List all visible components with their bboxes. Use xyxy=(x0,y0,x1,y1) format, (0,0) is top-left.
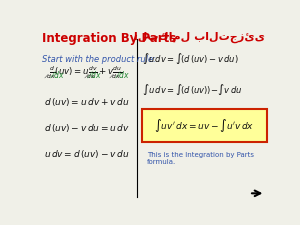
Text: This is the Integration by Parts
formula.: This is the Integration by Parts formula… xyxy=(147,152,254,165)
Text: $\not\!\!dx$: $\not\!\!dx$ xyxy=(50,70,65,80)
Text: $\int u\,dv=\int\!\left(d\,(uv)\right)\!-\!\int v\,du$: $\int u\,dv=\int\!\left(d\,(uv)\right)\!… xyxy=(142,82,243,97)
Text: $\not\!\!dx$: $\not\!\!dx$ xyxy=(88,70,102,80)
Text: $\frac{d}{\!\not\!\!dx}(uv)=u\frac{dv}{\!\not\!\!dx}+v\frac{du}{\!\not\!\!dx}$: $\frac{d}{\!\not\!\!dx}(uv)=u\frac{dv}{\… xyxy=(44,65,123,81)
Text: $\int u\,dv=\int\!\left(d\,(uv)-v\,du\right)$: $\int u\,dv=\int\!\left(d\,(uv)-v\,du\ri… xyxy=(142,51,239,66)
FancyBboxPatch shape xyxy=(142,109,266,142)
Text: التكامل بالتجزئى: التكامل بالتجزئى xyxy=(134,32,266,43)
Text: Start with the product rule:: Start with the product rule: xyxy=(42,55,156,64)
Text: $u\,dv=d\,(uv)-v\,du$: $u\,dv=d\,(uv)-v\,du$ xyxy=(44,148,130,160)
Text: $\int uv^{\prime}\,dx=uv-\int u^{\prime}v\,dx$: $\int uv^{\prime}\,dx=uv-\int u^{\prime}… xyxy=(154,117,254,134)
Text: $d\,(uv)=u\,dv+v\,du$: $d\,(uv)=u\,dv+v\,du$ xyxy=(44,96,130,108)
Text: $d\,(uv)-v\,du=u\,dv$: $d\,(uv)-v\,du=u\,dv$ xyxy=(44,122,130,134)
Text: $\not\!\!dx$: $\not\!\!dx$ xyxy=(116,70,130,80)
Text: Integration By Parts: Integration By Parts xyxy=(42,32,176,45)
